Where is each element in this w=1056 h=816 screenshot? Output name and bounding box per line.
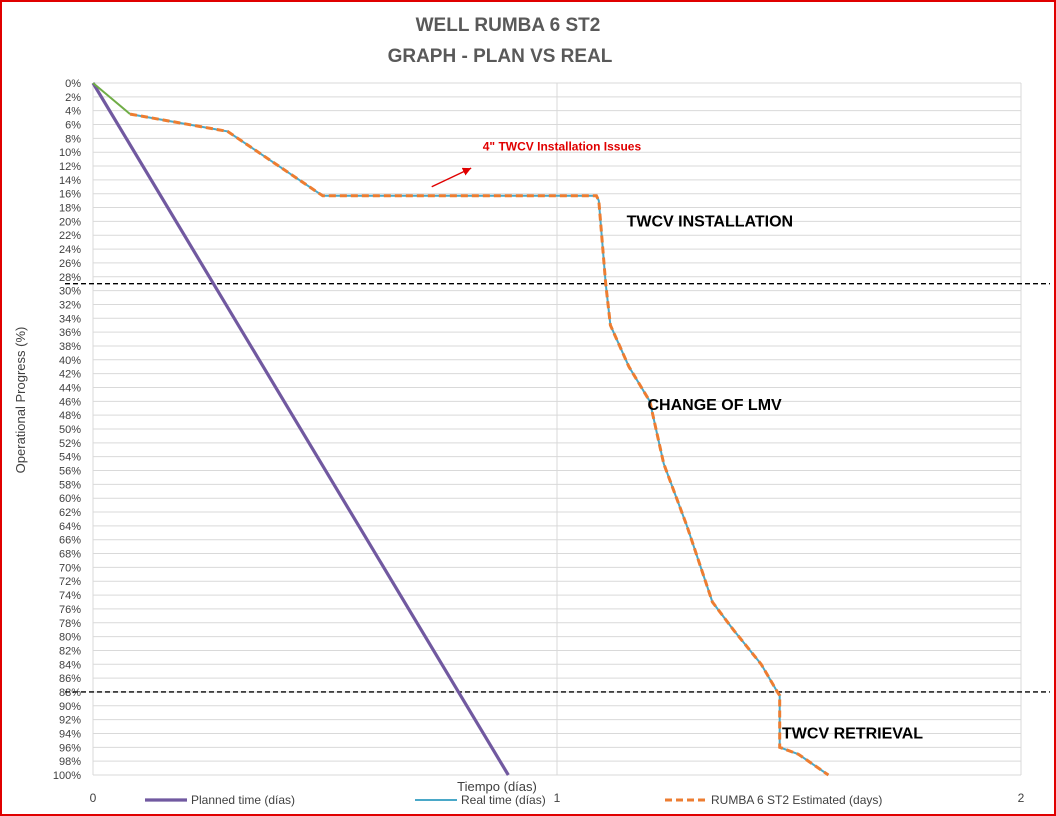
annotation-label: TWCV INSTALLATION <box>627 213 794 230</box>
reference-lines <box>65 283 1050 693</box>
y-tick-label: 84% <box>59 659 81 671</box>
y-tick-label: 34% <box>59 313 81 325</box>
annotation-label: 4" TWCV Installation Issues <box>483 139 642 153</box>
y-tick-label: 50% <box>59 424 81 436</box>
y-tick-label: 82% <box>59 645 81 657</box>
y-tick-label: 8% <box>65 133 81 145</box>
x-tick-label: 2 <box>1018 791 1025 805</box>
y-tick-label: 16% <box>59 189 81 201</box>
y-tick-label: 10% <box>59 147 81 159</box>
chart-title-line-1: WELL RUMBA 6 ST2 <box>416 15 601 36</box>
y-tick-label: 60% <box>59 493 81 505</box>
y-tick-label: 36% <box>59 327 81 339</box>
y-tick-label: 6% <box>65 120 81 132</box>
y-tick-label: 28% <box>59 272 81 284</box>
y-tick-label: 98% <box>59 756 81 768</box>
y-tick-label: 26% <box>59 258 81 270</box>
y-tick-label: 30% <box>59 286 81 298</box>
legend-label-estimated: RUMBA 6 ST2 Estimated (days) <box>711 793 882 807</box>
y-axis-label: Operational Progress (%) <box>13 327 28 474</box>
y-tick-label: 0% <box>65 78 81 90</box>
y-tick-label: 62% <box>59 507 81 519</box>
x-axis-label: Tiempo (días) <box>457 779 537 794</box>
y-tick-label: 80% <box>59 632 81 644</box>
y-tick-label: 92% <box>59 715 81 727</box>
gridlines <box>92 82 1022 776</box>
series-line-estimated <box>129 112 830 777</box>
y-tick-label: 88% <box>59 687 81 699</box>
y-tick-label: 56% <box>59 466 81 478</box>
series-line-planned <box>91 82 510 776</box>
y-tick-label: 76% <box>59 604 81 616</box>
y-tick-labels: 0% 2% 4% 6%8% 10% 12% 14% 16% 18%20% 22% 24% 26% 28%… <box>53 78 81 782</box>
chart-title-line-2: GRAPH - PLAN VS REAL <box>388 46 613 67</box>
y-tick-label: 24% <box>59 244 81 256</box>
y-tick-label: 70% <box>59 562 81 574</box>
y-tick-label: 90% <box>59 701 81 713</box>
y-tick-label: 96% <box>59 742 81 754</box>
legend-label-real: Real time (días) <box>461 793 546 807</box>
series-line-real-start <box>92 82 131 115</box>
x-tick-labels: 0 1 2 <box>90 791 1025 805</box>
y-tick-label: 48% <box>59 410 81 422</box>
y-tick-label: 22% <box>59 230 81 242</box>
y-tick-label: 40% <box>59 355 81 367</box>
y-tick-label: 44% <box>59 382 81 394</box>
y-tick-label: 86% <box>59 673 81 685</box>
x-tick-label: 0 <box>90 791 97 805</box>
legend: Planned time (días) Real time (días) RUMBA… <box>145 793 882 807</box>
x-tick-label: 1 <box>554 791 561 805</box>
y-tick-label: 14% <box>59 175 81 187</box>
annotations: 4" TWCV Installation Issues TWCV INSTALLA… <box>431 139 923 742</box>
legend-label-planned: Planned time (días) <box>191 793 295 807</box>
series-lines <box>91 82 830 777</box>
y-tick-label: 4% <box>65 106 81 118</box>
y-tick-label: 74% <box>59 590 81 602</box>
y-tick-label: 94% <box>59 728 81 740</box>
y-tick-label: 2% <box>65 92 81 104</box>
y-tick-label: 18% <box>59 203 81 215</box>
y-tick-label: 54% <box>59 452 81 464</box>
y-tick-label: 64% <box>59 521 81 533</box>
y-tick-label: 72% <box>59 576 81 588</box>
y-tick-label: 58% <box>59 479 81 491</box>
y-tick-label: 52% <box>59 438 81 450</box>
y-tick-label: 42% <box>59 369 81 381</box>
y-tick-label: 78% <box>59 618 81 630</box>
y-tick-label: 38% <box>59 341 81 353</box>
y-tick-label: 32% <box>59 299 81 311</box>
y-tick-label: 66% <box>59 535 81 547</box>
annotation-arrow <box>431 167 472 188</box>
annotation-label: TWCV RETRIEVAL <box>782 725 923 742</box>
y-tick-label: 12% <box>59 161 81 173</box>
y-tick-label: 46% <box>59 396 81 408</box>
annotation-label: CHANGE OF LMV <box>647 397 782 414</box>
y-tick-label: 20% <box>59 216 81 228</box>
y-tick-label: 100% <box>53 770 81 782</box>
y-tick-label: 68% <box>59 549 81 561</box>
